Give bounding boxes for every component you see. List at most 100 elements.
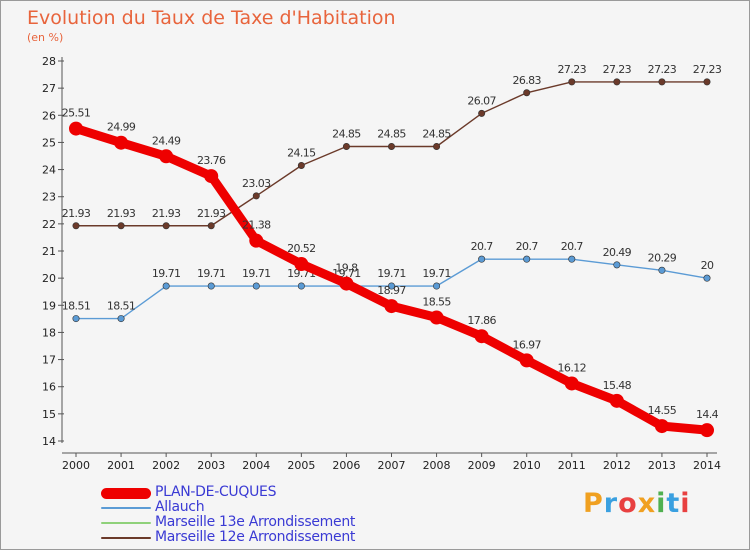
data-label: 19.71 [422,267,451,280]
data-label: 18.51 [62,300,91,313]
data-label: 18.97 [377,284,406,297]
data-point [700,423,714,438]
data-label: 24.85 [377,128,406,141]
data-point [387,282,395,290]
data-point [162,282,170,290]
x-tick-label: 2006 [332,459,360,472]
y-tick-label: 24 [42,164,56,177]
x-tick-label: 2003 [197,459,225,472]
data-label: 20.49 [603,246,632,259]
data-label: 26.07 [467,94,496,107]
legend-swatch [101,507,151,509]
data-label: 20.7 [561,240,584,253]
data-point [564,376,579,391]
y-tick-label: 25 [42,136,56,149]
data-label: 14.4 [696,408,719,421]
x-tick-label: 2002 [152,459,180,472]
data-point [613,261,621,269]
data-point [342,143,350,151]
data-label: 20.7 [471,240,494,253]
data-point [159,149,174,164]
data-point [523,89,531,97]
data-label: 23.76 [197,154,226,167]
data-label: 24.99 [107,121,136,134]
legend-swatch [101,537,151,539]
data-point [429,310,444,325]
y-tick-label: 27 [42,82,56,95]
y-tick-label: 26 [42,109,56,122]
data-point [252,192,260,200]
data-point [609,393,624,408]
x-tick-label: 2005 [287,459,315,472]
data-point [117,315,125,323]
x-tick-label: 2000 [62,459,90,472]
data-label: 16.12 [558,361,587,374]
legend-swatch [101,522,151,524]
y-tick-label: 21 [42,245,56,258]
data-point [207,222,215,230]
data-point [294,257,309,272]
data-point [478,109,486,117]
data-label: 20.7 [516,240,539,253]
data-point [613,78,621,86]
data-label: 21.38 [242,219,271,232]
data-label: 26.83 [512,74,541,87]
data-label: 18.55 [422,296,451,309]
y-tick-label: 16 [42,381,56,394]
data-label: 20.52 [287,242,316,255]
data-label: 20.29 [648,251,677,264]
data-point [339,276,354,291]
y-tick-label: 15 [42,408,56,421]
data-point [658,266,666,274]
x-tick-label: 2004 [242,459,270,472]
data-label: 21.93 [197,207,226,220]
legend-label: Allauch [155,499,205,515]
proxiti-logo[interactable]: Proxiti [583,488,691,519]
legend-swatch [101,487,151,499]
x-tick-label: 2008 [423,459,451,472]
data-label: 25.51 [62,107,91,120]
x-tick-label: 2014 [693,459,721,472]
y-tick-label: 28 [42,55,56,68]
legend-label: Marseille 13e Arrondissement [155,514,356,530]
data-label: 20 [701,259,714,272]
data-point [523,255,531,263]
data-label: 24.15 [287,147,316,160]
data-point [69,121,83,136]
data-point [387,143,395,151]
data-label: 19.71 [152,267,181,280]
data-label: 27.23 [558,63,587,76]
y-tick-label: 18 [42,326,56,339]
data-point [162,222,170,230]
data-point [72,222,80,230]
y-tick-label: 17 [42,354,56,367]
data-label: 19.8 [335,262,358,275]
data-point [252,282,260,290]
data-point [658,78,666,86]
data-label: 24.85 [422,128,451,141]
data-point [703,78,711,86]
x-tick-label: 2012 [603,459,631,472]
y-tick-label: 14 [42,435,56,448]
data-point [478,255,486,263]
data-point [384,299,399,314]
x-tick-label: 2009 [468,459,496,472]
x-tick-label: 2007 [378,459,406,472]
logo-letter: r [603,488,619,519]
data-label: 14.55 [648,404,677,417]
data-label: 21.93 [62,207,91,220]
data-label: 15.48 [603,379,632,392]
chart-unit-label: (en %) [27,31,64,44]
logo-letter: i [680,488,691,519]
x-tick-label: 2010 [513,459,541,472]
legend-label: Marseille 12e Arrondissement [155,529,356,545]
data-point [568,255,576,263]
data-point [297,282,305,290]
data-label: 21.93 [152,207,181,220]
data-point [654,419,669,434]
data-point [117,222,125,230]
data-point [568,78,576,86]
data-label: 27.23 [693,63,722,76]
data-label: 18.51 [107,300,136,313]
